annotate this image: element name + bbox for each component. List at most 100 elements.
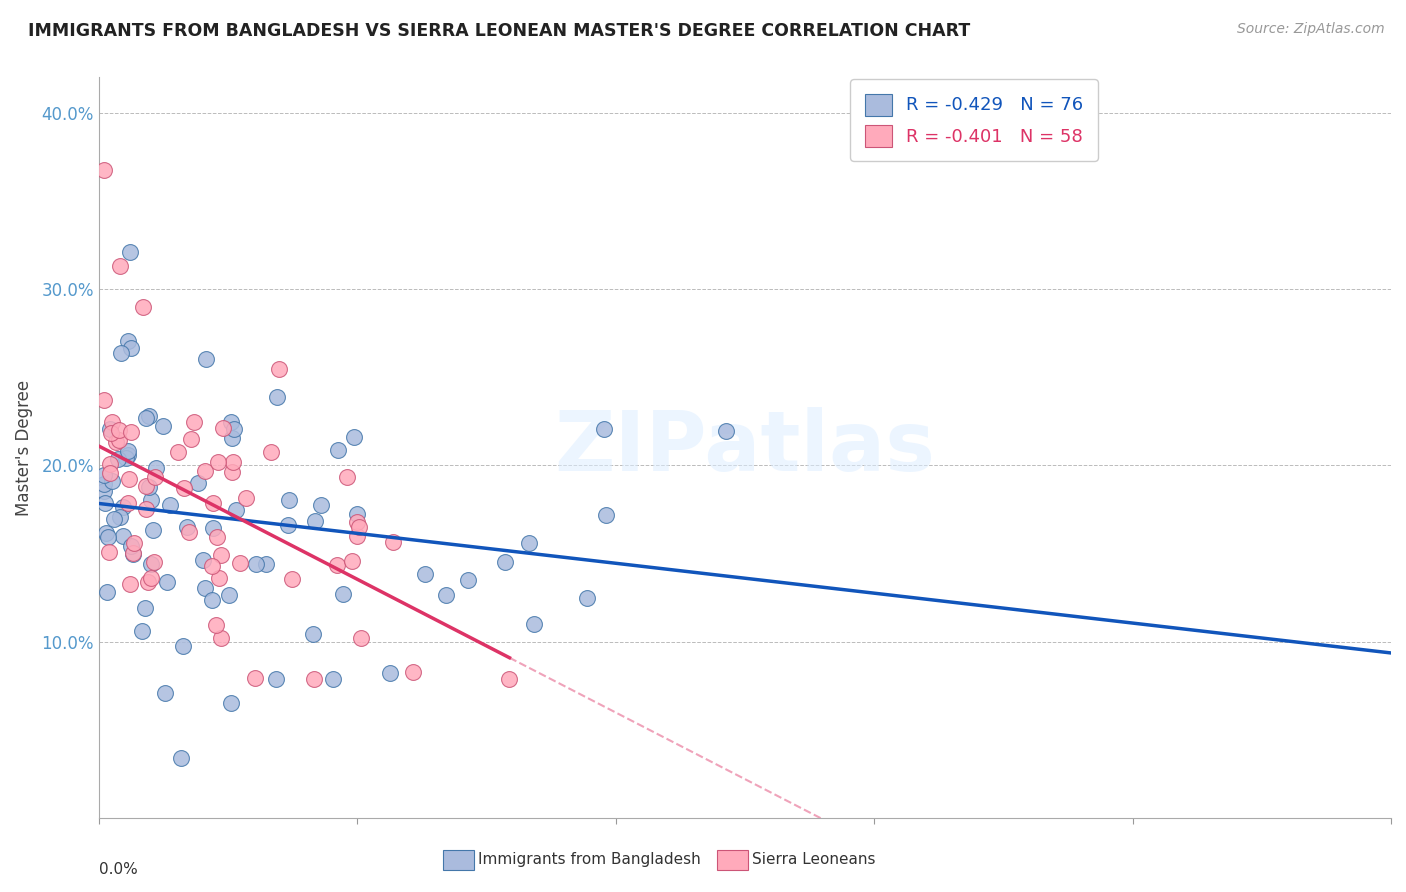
Point xyxy=(347,519,370,533)
Point xyxy=(141,558,163,572)
Point xyxy=(132,300,155,314)
Point xyxy=(343,430,366,444)
Point xyxy=(229,557,252,571)
Point xyxy=(156,574,179,589)
Point xyxy=(235,491,257,506)
Point xyxy=(221,455,243,469)
Point xyxy=(112,529,135,543)
Point xyxy=(107,452,129,467)
Point xyxy=(138,409,160,423)
Point xyxy=(434,588,457,602)
Point xyxy=(159,498,181,512)
Point xyxy=(120,539,142,553)
Point xyxy=(143,555,166,569)
Point xyxy=(378,666,401,681)
Point xyxy=(218,588,240,602)
Point xyxy=(195,351,218,366)
Point xyxy=(97,530,120,544)
Point xyxy=(205,530,228,544)
Point xyxy=(322,672,344,686)
Point xyxy=(332,587,354,601)
Text: 0.0%: 0.0% xyxy=(98,863,138,878)
Point xyxy=(204,618,226,632)
Point xyxy=(93,484,115,499)
Point xyxy=(103,511,125,525)
Point xyxy=(311,498,333,512)
Point xyxy=(110,259,132,273)
Point xyxy=(135,411,157,425)
Point xyxy=(278,492,301,507)
Point xyxy=(595,508,617,523)
Point xyxy=(93,476,115,491)
Point xyxy=(110,345,132,359)
Point xyxy=(107,423,129,437)
Point xyxy=(413,566,436,581)
Point xyxy=(194,581,217,595)
Point xyxy=(139,571,162,585)
Point xyxy=(142,523,165,537)
Point xyxy=(201,559,224,574)
Point xyxy=(94,496,117,510)
Point xyxy=(138,480,160,494)
Point xyxy=(714,424,737,438)
Point xyxy=(267,361,290,376)
Point xyxy=(152,419,174,434)
Point xyxy=(118,472,141,486)
Point xyxy=(346,529,368,543)
Point xyxy=(134,601,156,615)
Point xyxy=(135,501,157,516)
Point xyxy=(517,536,540,550)
Point xyxy=(145,470,167,484)
Point xyxy=(201,496,224,510)
Point xyxy=(281,572,304,586)
Point xyxy=(346,515,368,529)
Point xyxy=(304,514,326,528)
Point xyxy=(173,481,195,495)
Point xyxy=(211,421,233,435)
Point xyxy=(136,575,159,590)
Point xyxy=(141,492,163,507)
Point xyxy=(245,557,267,571)
Point xyxy=(266,672,288,686)
Point xyxy=(187,475,209,490)
Point xyxy=(221,431,243,445)
Point xyxy=(172,640,194,654)
Point xyxy=(201,593,224,607)
Point xyxy=(97,545,120,559)
Y-axis label: Master's Degree: Master's Degree xyxy=(15,380,32,516)
Point xyxy=(207,455,229,469)
Text: IMMIGRANTS FROM BANGLADESH VS SIERRA LEONEAN MASTER'S DEGREE CORRELATION CHART: IMMIGRANTS FROM BANGLADESH VS SIERRA LEO… xyxy=(28,22,970,40)
Point xyxy=(120,577,142,591)
Point xyxy=(117,496,139,510)
Point xyxy=(98,422,121,436)
Point xyxy=(96,585,118,599)
Point xyxy=(176,520,198,534)
Point xyxy=(494,555,516,569)
Point xyxy=(101,474,124,488)
Point xyxy=(93,393,115,408)
Point xyxy=(183,415,205,429)
Point xyxy=(219,696,242,710)
Point xyxy=(135,479,157,493)
Point xyxy=(575,591,598,606)
Point xyxy=(336,470,359,484)
Point xyxy=(277,517,299,532)
Point xyxy=(254,557,277,571)
Point xyxy=(117,444,139,458)
Point xyxy=(381,535,404,549)
Point xyxy=(523,617,546,632)
Point xyxy=(93,163,115,178)
Point xyxy=(93,467,115,482)
Point xyxy=(100,426,122,441)
Point xyxy=(180,432,202,446)
Point xyxy=(94,526,117,541)
Point xyxy=(326,443,349,458)
Point xyxy=(179,524,201,539)
Point xyxy=(98,466,121,480)
Text: ZIPatlas: ZIPatlas xyxy=(554,407,935,488)
Point xyxy=(243,671,266,685)
Point xyxy=(107,434,129,448)
Point xyxy=(457,573,479,587)
Point xyxy=(101,416,124,430)
Point xyxy=(120,341,142,355)
